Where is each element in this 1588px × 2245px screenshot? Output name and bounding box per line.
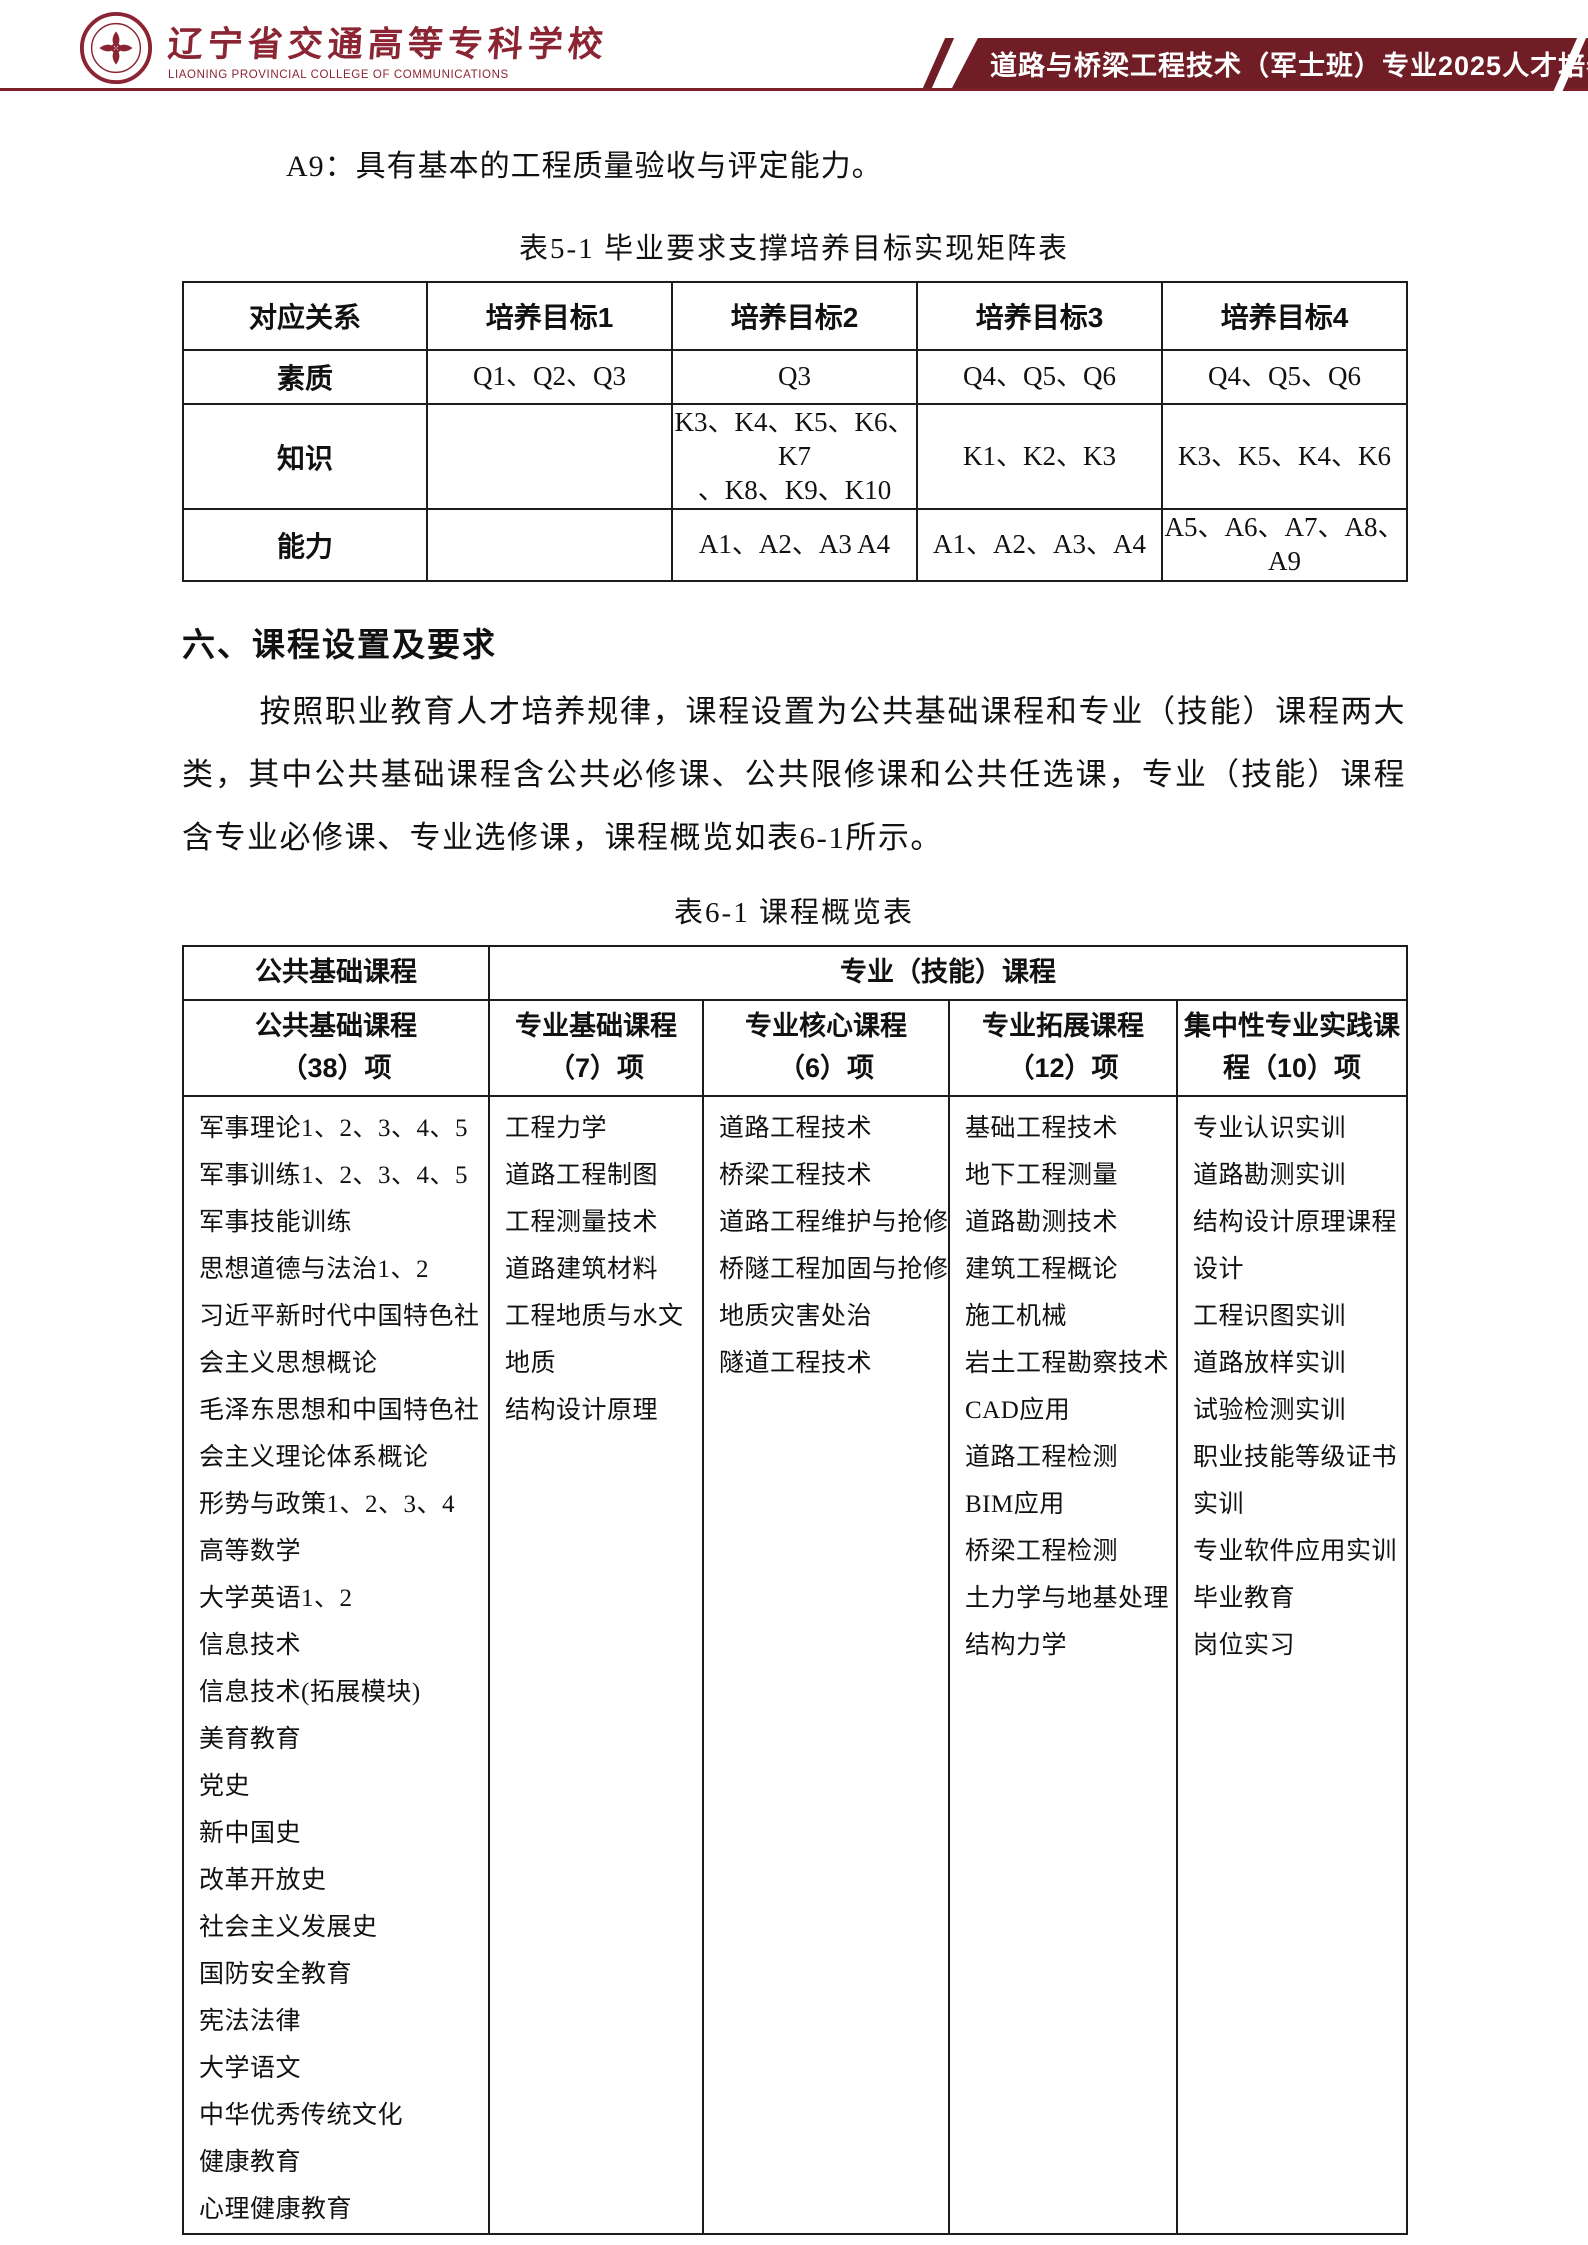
table6-column-header: 专业拓展课程 （12）项 — [948, 998, 1178, 1097]
table6-top-header-public: 公共基础课程 — [182, 944, 490, 1001]
table5-row-knowledge: 知识 K3、K4、K5、K6、K7 、K8、K9、K10 K1、K2、K3 K3… — [182, 402, 1408, 511]
table6-column-professional-core: 道路工程技术 桥梁工程技术 道路工程维护与抢修 桥隧工程加固与抢修 地质灾害处治… — [702, 1094, 950, 2235]
table5-row-label: 能力 — [182, 508, 428, 582]
table5-header-cell: 培养目标3 — [916, 281, 1163, 351]
section-heading: 六、课程设置及要求 — [182, 625, 497, 663]
course-setup-paragraph: 按照职业教育人才培养规律，课程设置为公共基础课程和专业（技能）课程两大类，其中公… — [182, 693, 1406, 855]
college-name-block: 辽宁省交通高等专科学校 LIAONING PROVINCIAL COLLEGE … — [166, 16, 610, 81]
table5-cell — [426, 402, 673, 511]
table6-top-header-row: 公共基础课程 专业（技能）课程 — [182, 944, 1408, 1001]
table5-cell: Q3 — [671, 349, 918, 405]
college-logo: 辽宁省交通高等专科学校 LIAONING PROVINCIAL COLLEGE … — [78, 10, 610, 86]
table5-header-cell: 对应关系 — [182, 281, 428, 351]
title-banner: 道路与桥梁工程技术（军士班）专业2025人才培养方案 — [952, 38, 1588, 88]
page-header: 辽宁省交通高等专科学校 LIAONING PROVINCIAL COLLEGE … — [0, 0, 1588, 94]
table5-cell: Q4、Q5、Q6 — [1161, 349, 1408, 405]
college-name-cn: 辽宁省交通高等专科学校 — [166, 24, 610, 64]
table5-row-label: 素质 — [182, 349, 428, 405]
table6-column-header-row: 公共基础课程 （38）项 专业基础课程 （7）项 专业核心课程 （6）项 专业拓… — [182, 998, 1408, 1097]
table5-header-cell: 培养目标2 — [671, 281, 918, 351]
table6-top-header-professional: 专业（技能）课程 — [488, 944, 1408, 1001]
table6-column-header: 专业基础课程 （7）项 — [488, 998, 704, 1097]
college-seal-icon — [79, 11, 153, 85]
table5-cell: A1、A2、A3、A4 — [916, 508, 1163, 582]
table5-cell — [426, 508, 673, 582]
table6-caption: 表6-1 课程概览表 — [674, 896, 914, 929]
table5-cell: A5、A6、A7、A8、A9 — [1161, 508, 1408, 582]
a9-line: A9：具有基本的工程质量验收与评定能力。 — [286, 150, 883, 183]
banner-title: 道路与桥梁工程技术（军士班）专业2025人才培养方案 — [990, 50, 1588, 81]
table6-course-overview: 公共基础课程 专业（技能）课程 公共基础课程 （38）项 专业基础课程 （7）项… — [182, 944, 1408, 2235]
table5-caption: 表5-1 毕业要求支撑培养目标实现矩阵表 — [519, 233, 1069, 265]
table6-column-practice: 专业认识实训 道路勘测实训 结构设计原理课程 设计 工程识图实训 道路放样实训 … — [1176, 1094, 1408, 2235]
table5-cell: K1、K2、K3 — [916, 402, 1163, 511]
table5-cell: Q1、Q2、Q3 — [426, 349, 673, 405]
table6-column-header: 集中性专业实践课 程（10）项 — [1176, 998, 1408, 1097]
table6-column-public-basic: 军事理论1、2、3、4、5 军事训练1、2、3、4、5 军事技能训练 思想道德与… — [182, 1094, 490, 2235]
table5-cell: A1、A2、A3 A4 — [671, 508, 918, 582]
banner-left-slash — [922, 38, 955, 88]
table6-column-professional-basic: 工程力学 道路工程制图 工程测量技术 道路建筑材料 工程地质与水文 地质 结构设… — [488, 1094, 704, 2235]
table5-row-ability: 能力 A1、A2、A3 A4 A1、A2、A3、A4 A5、A6、A7、A8、A… — [182, 508, 1408, 582]
table5-header-row: 对应关系 培养目标1 培养目标2 培养目标3 培养目标4 — [182, 281, 1408, 351]
table5-cell: Q4、Q5、Q6 — [916, 349, 1163, 405]
table6-column-header: 专业核心课程 （6）项 — [702, 998, 950, 1097]
table5-row-label: 知识 — [182, 402, 428, 511]
college-name-en: LIAONING PROVINCIAL COLLEGE OF COMMUNICA… — [168, 68, 509, 81]
table5-header-cell: 培养目标4 — [1161, 281, 1408, 351]
table5-row-quality: 素质 Q1、Q2、Q3 Q3 Q4、Q5、Q6 Q4、Q5、Q6 — [182, 349, 1408, 405]
table5-matrix: 对应关系 培养目标1 培养目标2 培养目标3 培养目标4 素质 Q1、Q2、Q3… — [182, 281, 1408, 582]
table5-cell: K3、K5、K4、K6 — [1161, 402, 1408, 511]
table5-header-cell: 培养目标1 — [426, 281, 673, 351]
table6-column-professional-extension: 基础工程技术 地下工程测量 道路勘测技术 建筑工程概论 施工机械 岩土工程勘察技… — [948, 1094, 1178, 2235]
table6-body-row: 军事理论1、2、3、4、5 军事训练1、2、3、4、5 军事技能训练 思想道德与… — [182, 1094, 1408, 2235]
table6-column-header: 公共基础课程 （38）项 — [182, 998, 490, 1097]
table5-cell: K3、K4、K5、K6、K7 、K8、K9、K10 — [671, 402, 918, 511]
document-body: A9：具有基本的工程质量验收与评定能力。 表5-1 毕业要求支撑培养目标实现矩阵… — [182, 141, 1408, 2235]
